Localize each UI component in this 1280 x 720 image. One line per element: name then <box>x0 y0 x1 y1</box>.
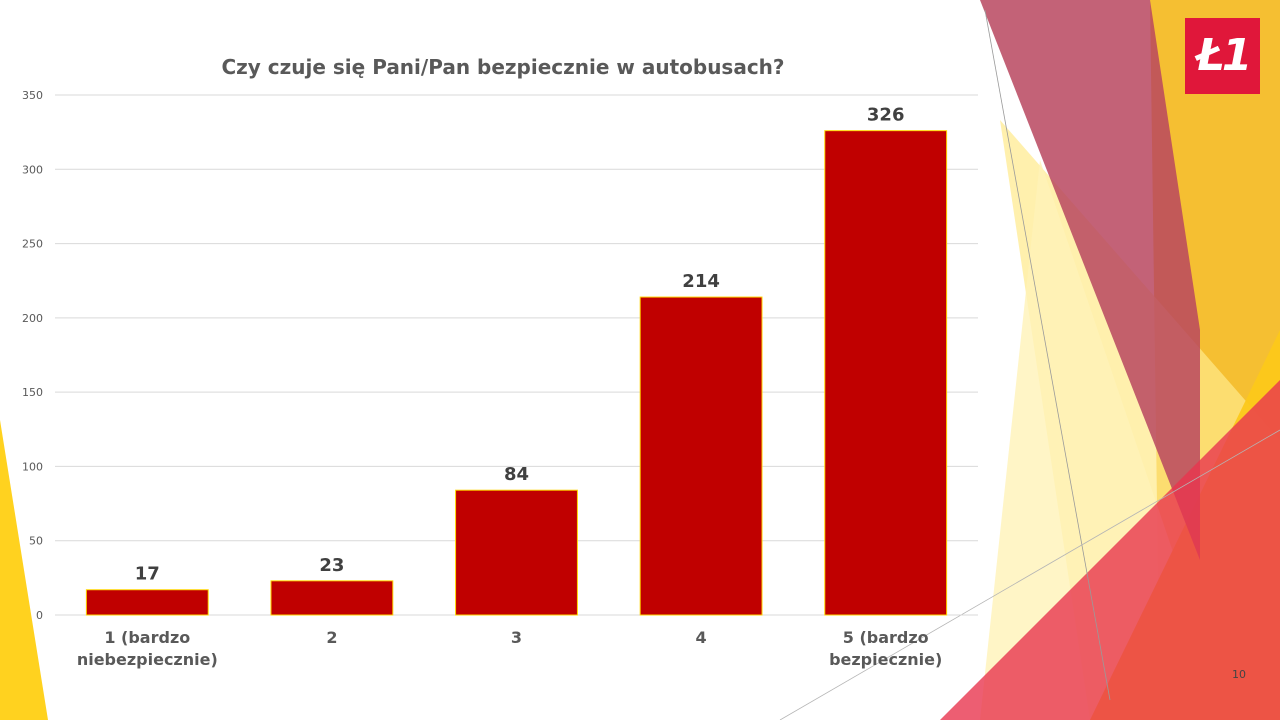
y-tick-label: 150 <box>22 386 43 399</box>
y-tick-label: 100 <box>22 460 43 473</box>
bar <box>455 489 578 616</box>
bar <box>270 580 394 616</box>
data-label: 23 <box>319 555 344 576</box>
data-label: 17 <box>135 564 160 585</box>
deco-mauve <box>980 0 1200 560</box>
deco-left-yellow <box>0 420 48 720</box>
data-label: 326 <box>867 105 905 126</box>
y-tick-label: 0 <box>36 609 43 622</box>
data-label: 214 <box>682 271 720 292</box>
brand-logo: Ł1 <box>1185 18 1260 94</box>
y-tick-label: 200 <box>22 312 43 325</box>
x-tick-label: 2 <box>326 628 337 647</box>
data-labels: 17 23 84 214 326 <box>135 105 905 585</box>
page-number: 10 <box>1232 668 1246 681</box>
y-tick-label: 350 <box>22 89 43 102</box>
x-tick-label: 4 <box>696 628 707 647</box>
chart-title: Czy czuje się Pani/Pan bezpiecznie w aut… <box>221 55 784 79</box>
deco-red-lower <box>940 380 1280 720</box>
y-axis-ticks: 0 50 100 150 200 250 300 350 <box>22 89 43 622</box>
x-axis-ticks: 1 (bardzo niebezpiecznie) 2 3 4 5 (bardzo bezp… <box>77 628 943 669</box>
y-tick-label: 50 <box>29 535 43 548</box>
y-tick-label: 300 <box>22 163 43 176</box>
deco-line-b <box>779 429 1280 720</box>
data-label: 84 <box>504 464 529 485</box>
bar <box>824 130 948 616</box>
x-tick-label: 1 (bardzo niebezpiecznie) <box>77 628 218 669</box>
bars <box>85 130 948 616</box>
y-tick-label: 250 <box>22 238 43 251</box>
deco-line-a <box>984 9 1111 701</box>
bar <box>639 296 763 616</box>
bar <box>85 589 209 616</box>
x-tick-label: 5 (bardzo bezpiecznie) <box>829 628 942 669</box>
x-tick-label: 3 <box>511 628 522 647</box>
